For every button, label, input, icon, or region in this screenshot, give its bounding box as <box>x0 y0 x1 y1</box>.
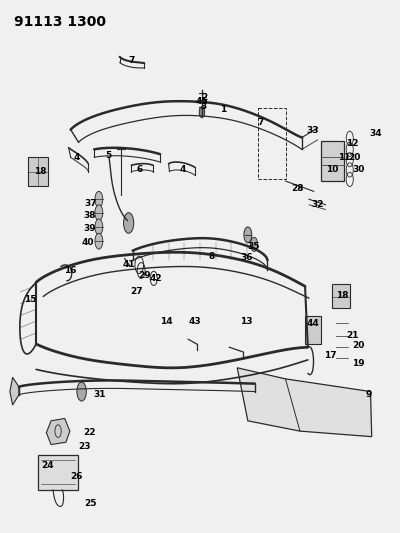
Text: 4: 4 <box>179 165 186 174</box>
Text: 43: 43 <box>189 317 202 326</box>
Text: 12: 12 <box>346 139 358 148</box>
Text: 11: 11 <box>338 153 350 162</box>
Circle shape <box>95 205 103 221</box>
Circle shape <box>95 219 103 235</box>
Polygon shape <box>38 455 78 490</box>
Text: 10: 10 <box>326 165 339 174</box>
Text: 6: 6 <box>136 165 142 174</box>
Text: 30: 30 <box>352 165 365 174</box>
Text: 20: 20 <box>349 153 361 162</box>
Circle shape <box>77 382 86 401</box>
Text: 37: 37 <box>85 199 97 208</box>
Text: 33: 33 <box>307 126 319 135</box>
Circle shape <box>250 237 258 252</box>
Text: 91113 1300: 91113 1300 <box>14 15 106 29</box>
Text: 14: 14 <box>160 317 173 326</box>
Text: 38: 38 <box>83 211 96 220</box>
Polygon shape <box>321 141 344 181</box>
Circle shape <box>124 213 134 233</box>
Text: 5: 5 <box>105 151 111 160</box>
Text: 18: 18 <box>34 167 46 176</box>
Polygon shape <box>305 316 321 344</box>
Circle shape <box>95 233 103 249</box>
Text: 42: 42 <box>150 274 162 283</box>
Polygon shape <box>332 284 350 308</box>
Text: 13: 13 <box>240 317 252 326</box>
Text: 8: 8 <box>209 252 215 261</box>
Text: 7: 7 <box>258 118 264 127</box>
Polygon shape <box>10 377 19 405</box>
Text: 17: 17 <box>324 351 336 360</box>
Text: 39: 39 <box>83 224 96 233</box>
Text: 41: 41 <box>122 261 135 269</box>
Text: 21: 21 <box>346 331 358 340</box>
Text: 22: 22 <box>83 428 96 437</box>
Text: 34: 34 <box>369 129 382 138</box>
Circle shape <box>95 191 103 207</box>
Text: 44: 44 <box>306 319 319 328</box>
Circle shape <box>199 107 205 118</box>
Text: 15: 15 <box>24 295 37 304</box>
Text: 23: 23 <box>78 442 91 451</box>
Text: 45: 45 <box>196 98 208 107</box>
Text: 40: 40 <box>82 238 94 247</box>
Text: 7: 7 <box>128 56 134 65</box>
Text: 36: 36 <box>240 253 252 262</box>
Text: 26: 26 <box>70 472 83 481</box>
Text: 31: 31 <box>94 390 106 399</box>
Text: 20: 20 <box>352 341 365 350</box>
Text: 29: 29 <box>138 271 151 280</box>
Text: 9: 9 <box>365 390 372 399</box>
Polygon shape <box>28 157 48 186</box>
Text: 24: 24 <box>42 462 54 471</box>
Text: 1: 1 <box>220 106 227 114</box>
Polygon shape <box>46 418 70 445</box>
Text: 27: 27 <box>130 287 143 296</box>
Text: 35: 35 <box>248 242 260 251</box>
Text: 16: 16 <box>64 266 76 275</box>
Text: 32: 32 <box>311 200 324 209</box>
Text: 19: 19 <box>352 359 365 368</box>
Text: 3: 3 <box>200 102 206 111</box>
Text: 28: 28 <box>291 184 304 193</box>
Text: 25: 25 <box>84 499 96 508</box>
Circle shape <box>244 227 252 243</box>
Text: 18: 18 <box>336 291 348 300</box>
Text: 4: 4 <box>73 153 80 162</box>
Polygon shape <box>237 368 372 437</box>
Text: 2: 2 <box>201 93 207 102</box>
